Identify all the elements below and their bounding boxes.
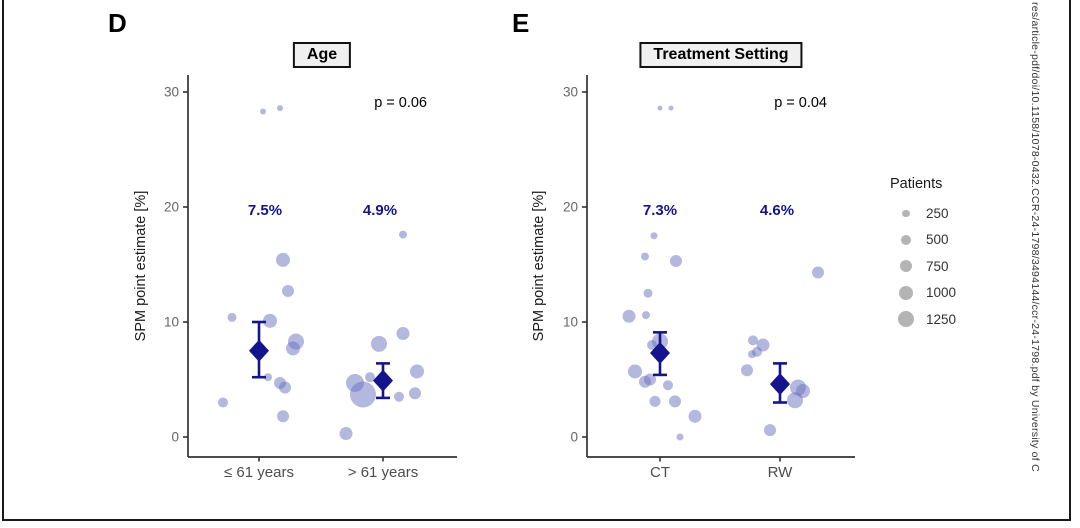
study-bubble: [639, 375, 651, 388]
pooled-estimate-diamond: [770, 373, 790, 396]
study-bubble: [263, 313, 277, 328]
x-category-label: RW: [768, 464, 794, 481]
x-category-label: ≤ 61 years: [224, 464, 294, 481]
study-bubble: [339, 427, 353, 441]
legend-bubble-icon: [902, 209, 910, 217]
study-bubble: [365, 372, 375, 383]
legend-bubble-icon: [898, 311, 914, 328]
y-tick-label: 10: [164, 315, 179, 330]
study-bubble: [643, 288, 653, 298]
x-category-label: CT: [650, 464, 670, 481]
legend-bubble-icon: [899, 285, 913, 300]
watermark-text: res/article-pdf/doi/10.1158/1078-0432.CC…: [1029, 2, 1041, 472]
panel-d-letter: D: [108, 8, 127, 38]
pooled-estimate-diamond: [373, 369, 393, 392]
study-bubble: [350, 381, 376, 408]
study-bubble: [764, 424, 776, 437]
study-bubble: [641, 252, 649, 261]
study-bubble: [371, 335, 387, 352]
y-tick-label: 0: [570, 430, 578, 445]
pooled-estimate-diamond: [249, 339, 269, 362]
p-value-panel-d: p = 0.06: [374, 95, 427, 111]
study-bubble: [282, 284, 294, 297]
study-bubble: [649, 395, 661, 407]
study-bubble: [227, 312, 237, 322]
study-bubble: [264, 373, 272, 382]
x-category-label: > 61 years: [348, 464, 418, 481]
study-bubble: [812, 266, 824, 279]
estimate-label-ct: 7.3%: [642, 202, 678, 219]
study-bubble: [688, 409, 702, 423]
study-bubble: [741, 364, 753, 377]
estimate-label-rw: 4.6%: [759, 202, 795, 219]
legend-item: 1000: [890, 280, 956, 307]
study-bubble: [669, 395, 681, 408]
patients-size-legend: Patients 250 500 750 1000 1250: [890, 176, 956, 333]
study-bubble: [668, 105, 674, 111]
legend-item: 250: [890, 200, 956, 227]
study-bubble: [410, 364, 424, 379]
study-bubble: [628, 364, 642, 379]
legend-bubble-icon: [900, 260, 912, 273]
study-bubble: [676, 433, 684, 441]
study-bubble: [787, 392, 803, 409]
y-tick-label: 20: [164, 200, 179, 215]
study-bubble: [647, 340, 657, 350]
panel-e-title: Treatment Setting: [639, 42, 803, 68]
study-bubble: [657, 105, 663, 111]
study-bubble: [399, 230, 407, 239]
study-bubble: [670, 255, 682, 268]
legend-item-label: 750: [926, 258, 949, 274]
legend-item: 500: [890, 227, 956, 254]
study-bubble: [394, 391, 404, 402]
study-bubble: [409, 387, 421, 400]
legend-item-label: 250: [926, 205, 949, 221]
panel-e-letter: E: [512, 8, 530, 38]
p-value-panel-e: p = 0.04: [774, 95, 827, 111]
study-bubble: [663, 380, 673, 391]
pooled-estimate-diamond: [650, 342, 670, 365]
study-bubble: [277, 105, 283, 112]
study-bubble: [622, 309, 636, 323]
study-bubble: [276, 252, 290, 267]
y-tick-label: 20: [563, 200, 578, 215]
study-bubble: [650, 232, 658, 240]
legend-item-label: 1000: [926, 285, 957, 301]
legend-bubble-icon: [901, 234, 911, 245]
estimate-label-age-le61: 7.5%: [247, 202, 283, 219]
study-bubble: [396, 327, 410, 340]
legend-item-label: 1250: [926, 311, 957, 327]
y-tick-label: 0: [171, 430, 179, 445]
study-bubble: [748, 350, 756, 359]
study-bubble: [279, 381, 291, 394]
study-bubble: [286, 341, 300, 356]
study-bubble: [277, 410, 289, 423]
y-tick-label: 10: [563, 315, 578, 330]
legend-item: 1250: [890, 306, 956, 333]
legend-item-label: 500: [926, 232, 949, 248]
study-bubble: [218, 397, 228, 408]
legend-item: 750: [890, 253, 956, 280]
y-tick-label: 30: [164, 85, 179, 100]
y-tick-label: 30: [563, 85, 578, 100]
study-bubble: [748, 335, 758, 346]
study-bubble: [260, 108, 266, 115]
estimate-label-age-gt61: 4.9%: [362, 202, 398, 219]
legend-title: Patients: [890, 176, 943, 192]
panel-d-title: Age: [292, 42, 352, 68]
study-bubble: [642, 311, 650, 320]
